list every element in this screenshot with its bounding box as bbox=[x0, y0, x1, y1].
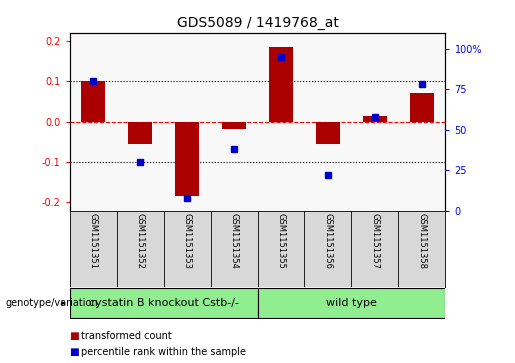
Text: transformed count: transformed count bbox=[81, 331, 171, 341]
Text: ■: ■ bbox=[70, 347, 79, 357]
Bar bbox=[128, 122, 152, 144]
Text: GSM1151351: GSM1151351 bbox=[89, 213, 97, 269]
Bar bbox=[316, 122, 340, 144]
Text: GSM1151354: GSM1151354 bbox=[230, 213, 238, 269]
Text: genotype/variation: genotype/variation bbox=[5, 298, 98, 308]
Bar bbox=[269, 47, 293, 122]
Bar bbox=[363, 115, 387, 122]
Bar bbox=[70, 288, 258, 318]
Bar bbox=[258, 288, 445, 318]
Text: GSM1151353: GSM1151353 bbox=[182, 213, 192, 269]
Bar bbox=[410, 93, 434, 122]
Text: wild type: wild type bbox=[326, 298, 377, 308]
Bar bbox=[222, 122, 246, 129]
Text: GSM1151352: GSM1151352 bbox=[135, 213, 145, 269]
Text: cystatin B knockout Cstb-/-: cystatin B knockout Cstb-/- bbox=[89, 298, 238, 308]
Text: GSM1151356: GSM1151356 bbox=[323, 213, 333, 269]
Text: ■: ■ bbox=[70, 331, 79, 341]
Text: GSM1151355: GSM1151355 bbox=[277, 213, 285, 269]
Text: GSM1151357: GSM1151357 bbox=[370, 213, 380, 269]
Bar bbox=[81, 81, 105, 122]
Bar bbox=[175, 122, 199, 196]
Text: percentile rank within the sample: percentile rank within the sample bbox=[81, 347, 246, 357]
Text: GDS5089 / 1419768_at: GDS5089 / 1419768_at bbox=[177, 16, 338, 30]
Text: GSM1151358: GSM1151358 bbox=[418, 213, 426, 269]
